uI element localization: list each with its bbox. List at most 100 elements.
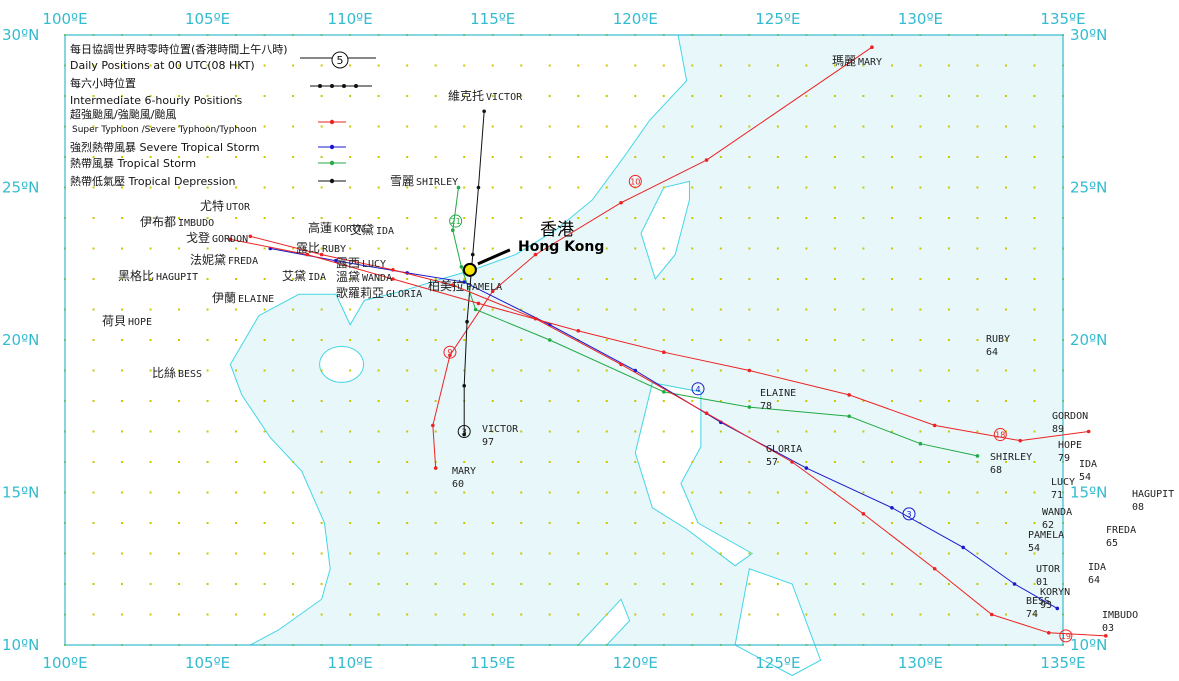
grid-dot [776, 95, 779, 97]
grid-dot [605, 400, 608, 402]
grid-dot [890, 369, 893, 372]
grid-dot [805, 217, 808, 219]
grid-dot [92, 369, 95, 372]
grid-dot [691, 247, 694, 250]
grid-dot [634, 95, 637, 97]
grid-dot [577, 613, 580, 616]
grid-dot [805, 613, 808, 616]
grid-dot [206, 552, 209, 555]
grid-dot [235, 491, 238, 494]
grid-dot [691, 217, 694, 219]
grid-dot [748, 308, 751, 311]
grid-dot [377, 613, 380, 616]
lat-label-right: 10ºN [1070, 636, 1107, 654]
grid-dot [719, 583, 722, 585]
origin-label-year: 93 [1040, 600, 1052, 611]
grid-dot [805, 125, 808, 128]
grid-dot [890, 64, 893, 67]
grid-dot [1033, 369, 1036, 372]
start-label-victor-start: 維克托 [448, 89, 484, 103]
grid-dot [634, 64, 637, 67]
grid-dot [235, 186, 238, 189]
legend-six-cn: 每六小時位置 [70, 76, 136, 90]
grid-dot [320, 430, 323, 433]
grid-dot [206, 491, 209, 494]
grid-dot [862, 461, 865, 463]
grid-dot [263, 461, 266, 463]
grid-dot [406, 613, 409, 616]
track-point [747, 405, 752, 409]
grid-dot [520, 400, 523, 402]
legend-six-dot [342, 84, 346, 88]
grid-dot [491, 217, 494, 219]
grid-dot [235, 430, 238, 433]
grid-dot [1033, 95, 1036, 97]
grid-dot [520, 583, 523, 585]
grid-dot [634, 491, 637, 494]
grid-dot [520, 552, 523, 555]
start-label-en-hagupit-start: HAGUPIT [156, 272, 198, 283]
grid-dot [149, 186, 152, 189]
lon-label-bottom: 130ºE [898, 654, 943, 672]
grid-dot [1033, 186, 1036, 189]
grid-dot [833, 247, 836, 250]
track-point [847, 414, 851, 419]
grid-dot [292, 308, 295, 311]
grid-dot [890, 583, 893, 585]
grid-dot [121, 247, 124, 250]
daily-position-marker [902, 507, 916, 521]
grid-dot [634, 400, 637, 402]
grid-dot [434, 308, 437, 311]
grid-dot [520, 247, 523, 250]
grid-dot [434, 400, 437, 402]
grid-dot [947, 461, 950, 463]
grid-dot [776, 64, 779, 67]
grid-dot [263, 247, 266, 250]
grid-dot [776, 583, 779, 585]
grid-dot [149, 64, 152, 67]
track-point [704, 158, 709, 162]
grid-dot [919, 583, 922, 585]
grid-dot [805, 400, 808, 402]
grid-dot [919, 339, 922, 341]
legend-daily-symbol-text: 5 [337, 54, 344, 67]
origin-label-name: UTOR [1036, 564, 1061, 575]
grid-dot [605, 217, 608, 219]
grid-dot [662, 339, 665, 341]
grid-dot [406, 583, 409, 585]
grid-dot [406, 491, 409, 494]
track-point [448, 353, 452, 358]
lon-label-bottom: 135ºE [1040, 654, 1085, 672]
grid-dot [1004, 339, 1007, 341]
grid-dot [320, 278, 323, 280]
grid-dot [92, 552, 95, 555]
track-point [462, 432, 467, 437]
grid-dot [833, 369, 836, 372]
grid-dot [121, 552, 124, 555]
grid-dot [463, 125, 466, 128]
grid-dot [434, 64, 437, 67]
track-point [870, 45, 874, 49]
grid-dot [491, 339, 494, 341]
origin-label-year: 62 [1042, 520, 1054, 531]
grid-dot [805, 186, 808, 189]
grid-dot [605, 552, 608, 555]
grid-dot [605, 247, 608, 250]
grid-dot [149, 308, 152, 311]
grid-dot [121, 583, 124, 585]
grid-dot [833, 461, 836, 463]
grid-dot [1004, 583, 1007, 585]
grid-dot [776, 186, 779, 189]
grid-dot [577, 186, 580, 189]
grid-dot [890, 125, 893, 128]
grid-dot [178, 491, 181, 494]
grid-dot [805, 156, 808, 158]
grid-dot [577, 461, 580, 463]
grid-dot [748, 339, 751, 341]
grid-dot [206, 247, 209, 250]
grid-dot [1004, 522, 1007, 524]
grid-dot [377, 217, 380, 219]
grid-dot [548, 461, 551, 463]
grid-dot [776, 430, 779, 433]
grid-dot [577, 278, 580, 280]
